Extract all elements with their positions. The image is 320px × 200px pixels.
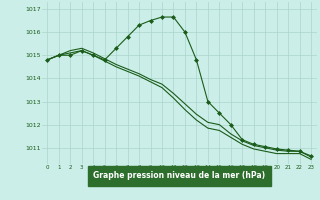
X-axis label: Graphe pression niveau de la mer (hPa): Graphe pression niveau de la mer (hPa)	[93, 171, 265, 180]
